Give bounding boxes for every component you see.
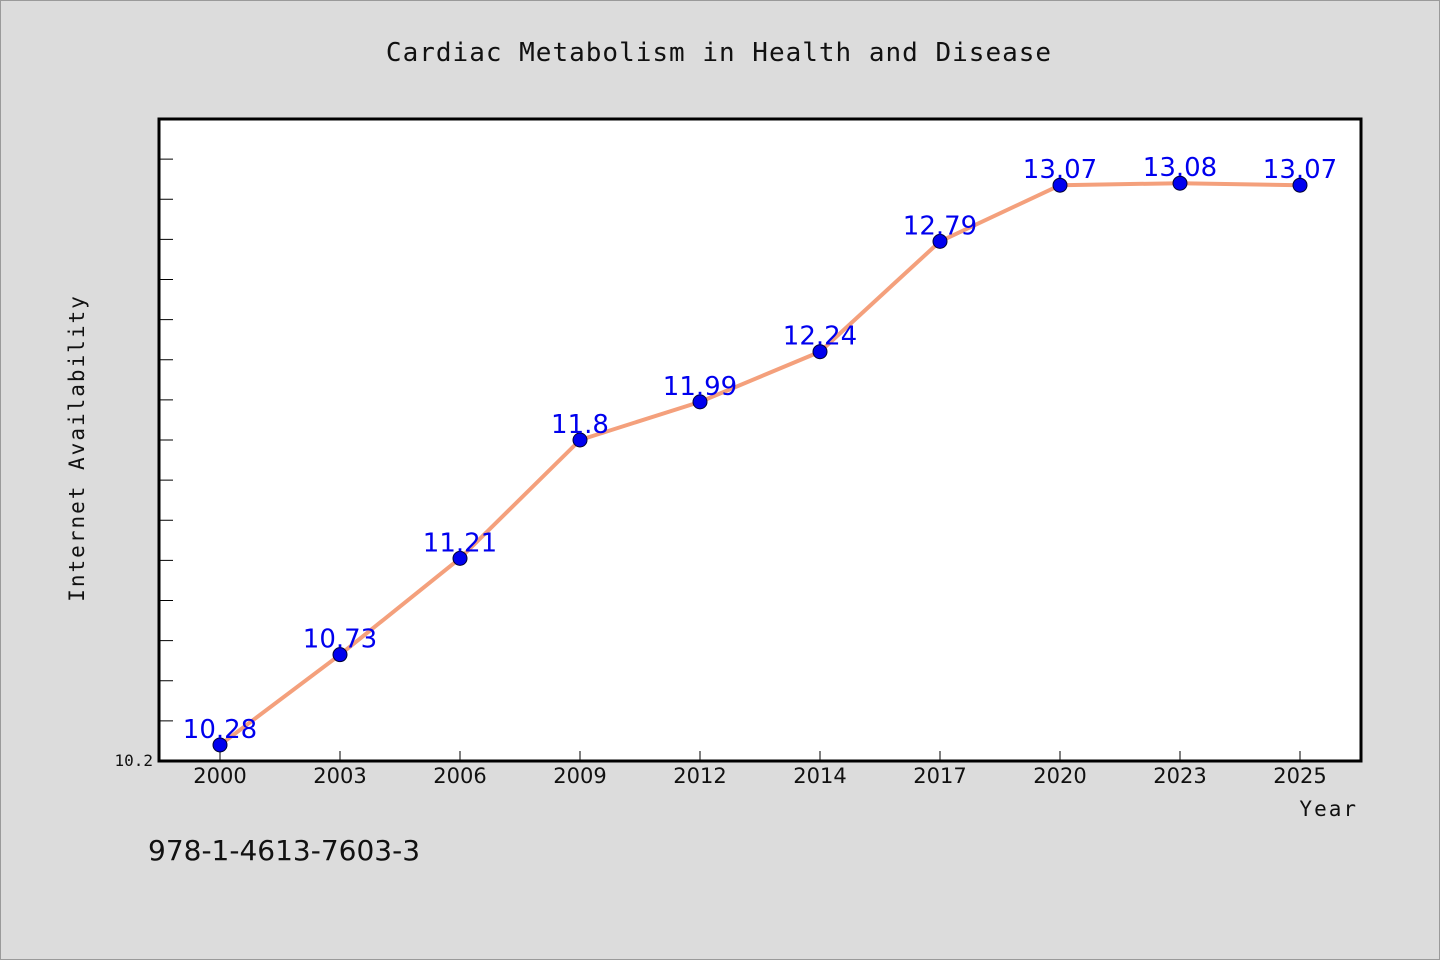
x-tick-label: 2025 <box>1273 764 1326 788</box>
y-axis-label: Internet Availability <box>65 294 89 602</box>
plot-area <box>157 117 1363 763</box>
data-label: 10.73 <box>303 625 377 655</box>
data-point <box>572 432 588 448</box>
data-point <box>692 394 708 410</box>
x-axis-ticks <box>219 751 1301 761</box>
x-tick-label: 2023 <box>1153 764 1206 788</box>
x-axis-tick-labels: 2000 2003 2006 2009 2012 2014 2017 2020 2023 2025 <box>193 764 1326 788</box>
data-label: 10.28 <box>183 715 257 745</box>
chart-title: Cardiac Metabolism in Health and Disease <box>386 38 1052 68</box>
data-label: 12.24 <box>783 322 857 352</box>
data-point <box>1052 177 1068 193</box>
data-point <box>1172 175 1188 191</box>
series-group: 10.28 10.73 11.21 11.8 11.99 12.24 12.79 13.07 1… <box>183 153 1337 753</box>
data-point <box>1292 177 1308 193</box>
x-tick-label: 2012 <box>673 764 726 788</box>
x-tick-label: 2014 <box>793 764 846 788</box>
data-point <box>452 550 468 566</box>
x-tick-label: 2017 <box>913 764 966 788</box>
x-tick-label: 2006 <box>433 764 486 788</box>
data-point <box>332 647 348 663</box>
data-label: 11.21 <box>423 528 497 558</box>
isbn-footer: 978-1-4613-7603-3 <box>148 834 421 867</box>
y-axis-minor-ticks <box>158 158 173 762</box>
x-axis-label: Year <box>1299 797 1358 821</box>
data-label: 13.07 <box>1023 155 1097 185</box>
x-tick-label: 2003 <box>313 764 366 788</box>
data-label: 13.07 <box>1263 155 1337 185</box>
data-point <box>812 344 828 360</box>
data-label: 12.79 <box>903 211 977 241</box>
data-label: 11.8 <box>551 410 609 440</box>
y-tick-label: 10.2 <box>114 751 153 770</box>
x-tick-label: 2000 <box>193 764 246 788</box>
series-line <box>218 181 1302 747</box>
data-point <box>932 233 948 249</box>
data-label: 13.08 <box>1143 153 1217 183</box>
data-point <box>212 737 228 753</box>
x-tick-label: 2020 <box>1033 764 1086 788</box>
data-label: 11.99 <box>663 372 737 402</box>
x-tick-label: 2009 <box>553 764 606 788</box>
